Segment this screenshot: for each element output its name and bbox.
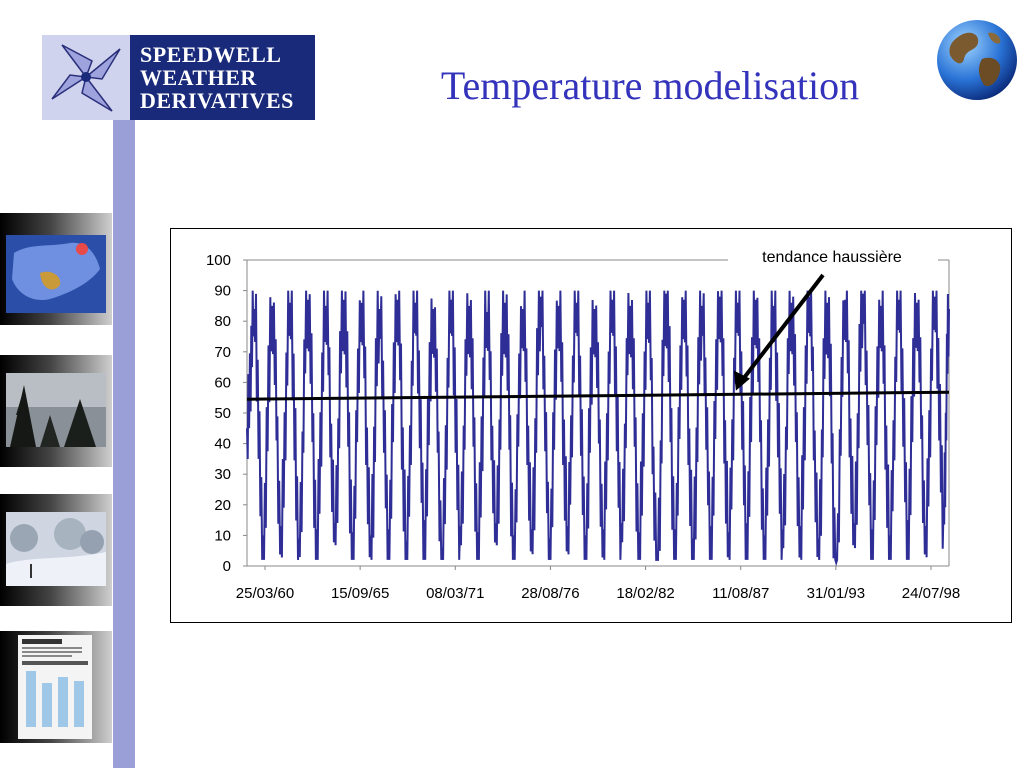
logo-text: SPEEDWELL WEATHER DERIVATIVES [140,42,294,113]
y-tick-label: 100 [206,252,231,269]
snow-photo-thumbnail [0,494,112,606]
x-tick-label: 18/02/82 [616,585,674,602]
speedwell-logo: SPEEDWELL WEATHER DERIVATIVES [42,35,315,120]
x-tick-label: 25/03/60 [236,585,294,602]
y-tick-label: 30 [214,466,231,483]
temperature-series-line [246,290,950,567]
globe-icon [937,20,1017,100]
y-tick-label: 80 [214,313,231,330]
y-tick-label: 50 [214,405,231,422]
y-tick-label: 0 [223,558,231,575]
annotation-arrow-head [733,370,750,391]
document-thumbnail [0,631,112,743]
x-tick-label: 11/08/87 [712,585,769,602]
y-tick-label: 10 [214,527,231,544]
chart-frame: 100 90 80 70 60 50 40 30 20 10 0 25/03/60 15/09/65 08… [170,228,1012,623]
x-tick-label: 31/01/93 [807,585,865,602]
sidebar-stripe [113,120,135,768]
x-tick-label: 24/07/98 [902,585,960,602]
y-tick-label: 60 [214,374,231,391]
page-title: Temperature modelisation [440,63,860,108]
y-tick-label: 70 [214,344,231,361]
x-tick-label: 08/03/71 [426,585,484,602]
y-tick-label: 90 [214,283,231,300]
flower-icon [42,35,130,120]
x-tick-label: 15/09/65 [331,585,389,602]
annotation-background [728,242,938,266]
weather-map-thumbnail [0,213,112,325]
annotation-label: tendance haussière [762,249,902,266]
x-tick-label: 28/08/76 [521,585,579,602]
y-tick-label: 20 [214,497,231,514]
y-tick-label: 40 [214,436,231,453]
annotation-arrow-shaft [740,273,825,382]
forest-photo-thumbnail [0,355,112,467]
trend-line [246,390,950,401]
